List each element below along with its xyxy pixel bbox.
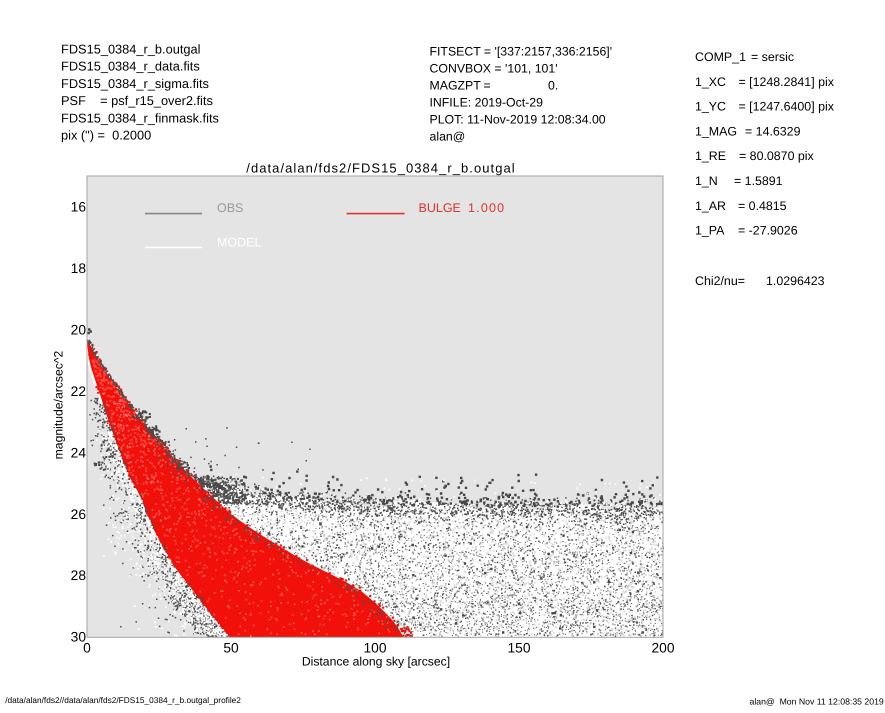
svg-text:1_XC: 1_XC [695, 75, 726, 89]
svg-text:= 14.6329: = 14.6329 [745, 124, 801, 138]
svg-text:= [1248.2841] pix: = [1248.2841] pix [739, 75, 835, 89]
svg-text:pix (") = 0.2000: pix (") = 0.2000 [61, 128, 151, 143]
svg-text:FDS15_0384_r_b.outgal: FDS15_0384_r_b.outgal [61, 42, 200, 57]
svg-text:MAGZPT: MAGZPT [430, 79, 482, 93]
svg-text:OBS: OBS [217, 201, 243, 215]
svg-text:1.000: 1.000 [468, 201, 505, 215]
svg-text:= 0.4815: = 0.4815 [738, 199, 787, 213]
svg-text:1_N: 1_N [695, 174, 718, 188]
svg-text:20: 20 [71, 322, 87, 337]
svg-text:COMP_1: COMP_1 [695, 50, 746, 64]
svg-text:50: 50 [223, 640, 239, 655]
svg-text:1_MAG: 1_MAG [695, 124, 737, 138]
svg-text:28: 28 [71, 568, 87, 583]
svg-text:1_YC: 1_YC [695, 100, 726, 114]
svg-text:Distance along sky [arcsec]: Distance along sky [arcsec] [302, 654, 450, 668]
svg-text:FDS15_0384_r_sigma.fits: FDS15_0384_r_sigma.fits [61, 76, 209, 91]
svg-text:FDS15_0384_r_finmask.fits: FDS15_0384_r_finmask.fits [61, 110, 219, 125]
svg-text:/data/alan/fds2/FDS15_0384_r_b: /data/alan/fds2/FDS15_0384_r_b.outgal [246, 161, 515, 176]
svg-text:0.: 0. [548, 79, 558, 93]
svg-text:BULGE: BULGE [419, 201, 461, 215]
svg-text:16: 16 [71, 199, 87, 214]
svg-text:magnitude/arcsec^2: magnitude/arcsec^2 [51, 350, 65, 459]
svg-text:1_PA: 1_PA [695, 224, 725, 238]
svg-text:alan@ Mon Nov 11 12:08:35 201: alan@ Mon Nov 11 12:08:35 2019 [750, 697, 884, 707]
svg-text:Chi2/nu=: Chi2/nu= [695, 274, 745, 288]
svg-text:0: 0 [83, 640, 91, 655]
svg-text:=: = [484, 79, 491, 93]
svg-text:1_AR: 1_AR [695, 199, 726, 213]
svg-text:FITSECT = '[337:2157,336:2156]: FITSECT = '[337:2157,336:2156]' [430, 45, 613, 59]
svg-text:150: 150 [507, 640, 530, 655]
svg-text:1.0296423: 1.0296423 [766, 274, 825, 288]
svg-text:= -27.9026: = -27.9026 [738, 224, 798, 238]
svg-text:PSF = psf_r15_over2.fits: PSF = psf_r15_over2.fits [61, 93, 213, 108]
svg-text:alan@: alan@ [430, 130, 466, 144]
svg-text:100: 100 [363, 640, 386, 655]
svg-text:200: 200 [651, 640, 674, 655]
svg-text:CONVBOX = '101, 101': CONVBOX = '101, 101' [430, 62, 558, 76]
svg-text:26: 26 [71, 507, 87, 522]
svg-text:= 1.5891: = 1.5891 [734, 174, 783, 188]
svg-text:18: 18 [71, 261, 87, 276]
svg-text:30: 30 [71, 630, 87, 645]
svg-text:MODEL: MODEL [217, 236, 262, 250]
svg-text:PLOT: 11-Nov-2019 12:08:34.00: PLOT: 11-Nov-2019 12:08:34.00 [430, 113, 606, 127]
svg-text:22: 22 [71, 384, 86, 399]
svg-text:/data/alan/fds2//data/alan/fds: /data/alan/fds2//data/alan/fds2/FDS15_03… [5, 695, 241, 705]
svg-text:1_RE: 1_RE [695, 149, 726, 163]
svg-text:24: 24 [71, 445, 87, 460]
svg-text:= [1247.6400] pix: = [1247.6400] pix [739, 100, 835, 114]
svg-text:= sersic: = sersic [751, 50, 794, 64]
svg-text:FDS15_0384_r_data.fits: FDS15_0384_r_data.fits [61, 59, 200, 74]
svg-text:= 80.0870 pix: = 80.0870 pix [739, 149, 815, 163]
svg-text:INFILE: 2019-Oct-29: INFILE: 2019-Oct-29 [430, 96, 544, 110]
